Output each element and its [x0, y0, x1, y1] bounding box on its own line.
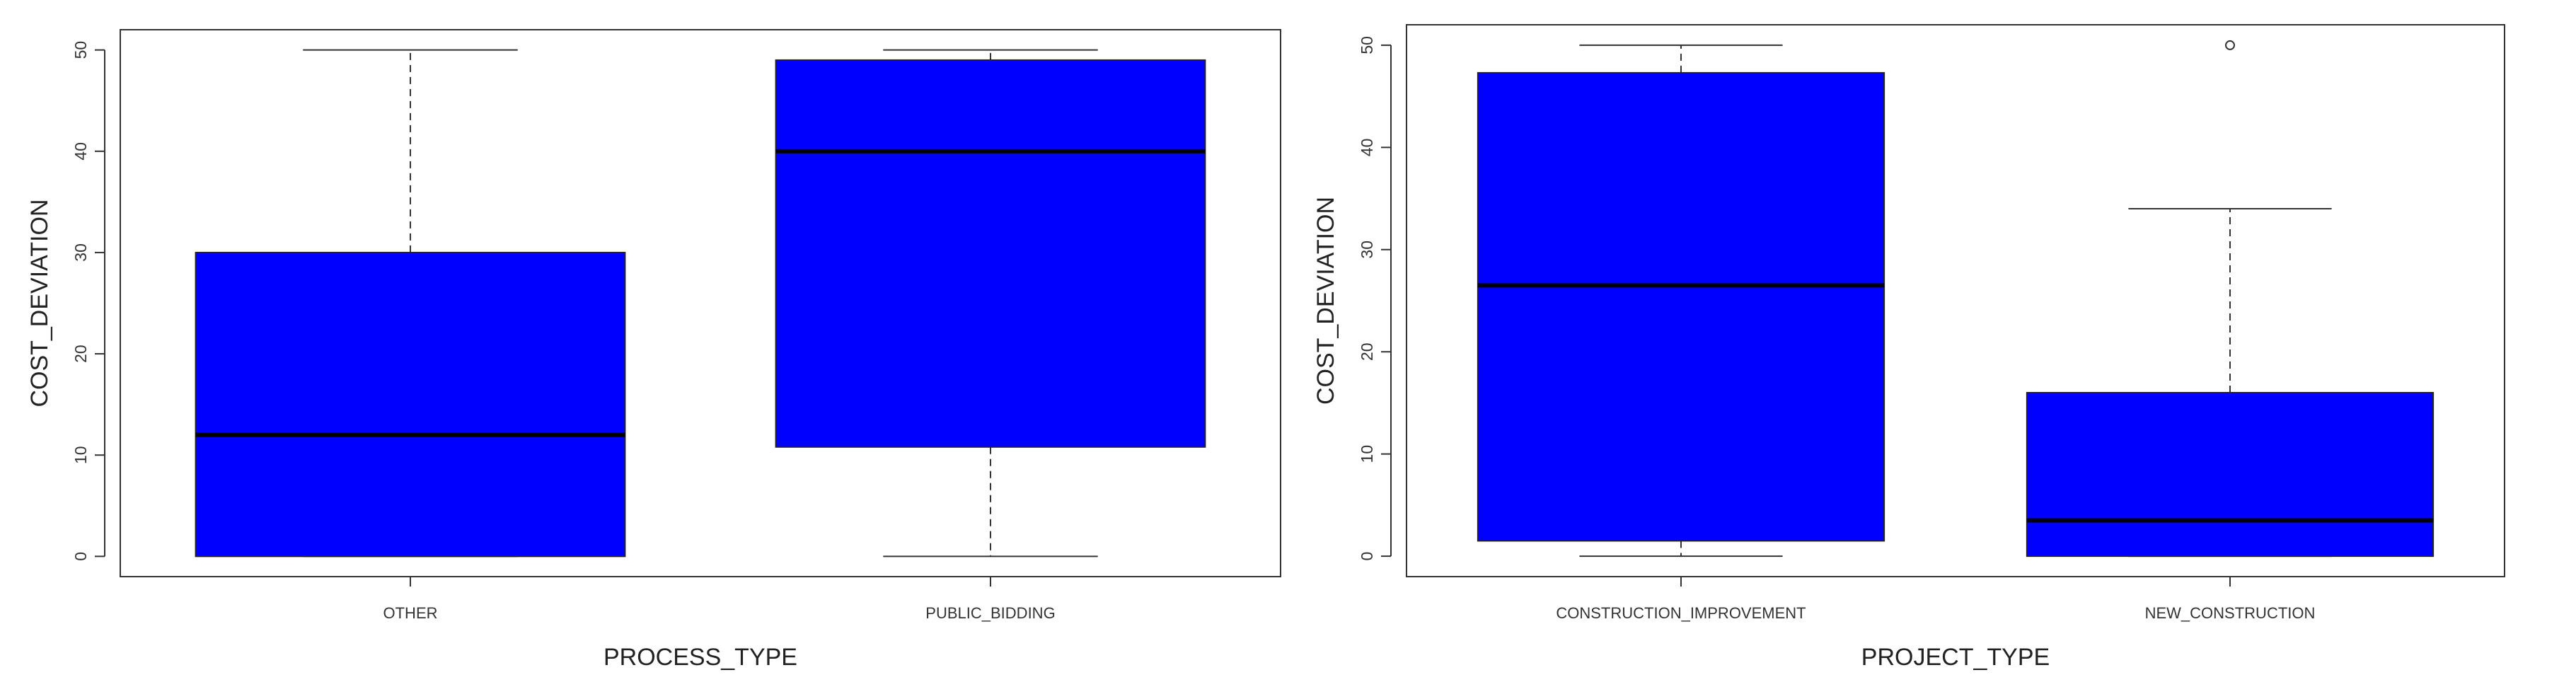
- y-axis-title: COST_DEVIATION: [26, 199, 53, 407]
- y-tick-label: 40: [1358, 139, 1376, 157]
- right-boxplot-panel: 0 10 20 30 40 50 COST_DEVIATION PROJECT_TYPE CON…: [1312, 24, 2505, 671]
- left-boxplot-panel: 0 10 20 30 40 50 COST_DEVIATION PROCESS_TYPE OTH…: [26, 29, 1281, 671]
- y-tick-label: 0: [1358, 552, 1376, 561]
- plot-frame: [120, 29, 1281, 577]
- x-category-label: OTHER: [383, 604, 438, 622]
- box-iqr: [195, 251, 626, 558]
- y-tick-label: 40: [71, 142, 90, 161]
- x-axis-title: PROCESS_TYPE: [603, 644, 797, 671]
- y-tick-label: 20: [71, 345, 90, 363]
- y-tick-label: 10: [71, 446, 90, 464]
- x-axis-title: PROJECT_TYPE: [1861, 644, 2050, 671]
- y-tick-label: 10: [1358, 445, 1376, 463]
- box-iqr: [775, 59, 1206, 448]
- x-category-label: CONSTRUCTION_IMPROVEMENT: [1556, 604, 1806, 622]
- y-tick-label: 50: [71, 41, 90, 59]
- y-tick-label: 30: [1358, 241, 1376, 259]
- y-axis-title: COST_DEVIATION: [1312, 197, 1339, 405]
- y-tick-label: 0: [71, 552, 90, 561]
- x-category-label: NEW_CONSTRUCTION: [2145, 604, 2316, 622]
- x-category-label: PUBLIC_BIDDING: [925, 604, 1055, 622]
- y-tick-label: 20: [1358, 342, 1376, 361]
- box-iqr: [2026, 392, 2435, 558]
- plot-frame: [1406, 24, 2505, 577]
- y-tick-label: 50: [1358, 36, 1376, 54]
- outlier-point: [2225, 40, 2235, 50]
- y-tick-label: 30: [71, 243, 90, 262]
- box-iqr: [1477, 71, 1885, 542]
